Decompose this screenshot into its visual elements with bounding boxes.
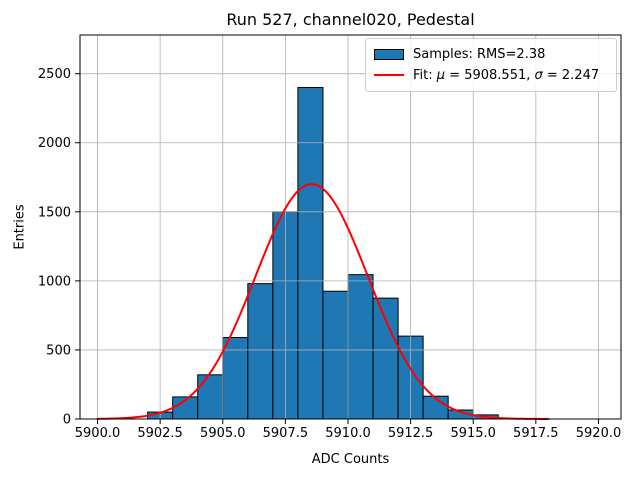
y-tick-label: 2000 <box>38 136 71 151</box>
chart-title: Run 527, channel020, Pedestal <box>226 10 475 29</box>
histogram-bar <box>197 374 224 420</box>
y-axis-label: Entries <box>12 204 28 250</box>
y-tick-label: 1000 <box>38 274 71 289</box>
histogram-bar <box>372 297 399 420</box>
y-tick-label: 0 <box>63 413 71 428</box>
x-tick-label: 5915.0 <box>450 426 496 441</box>
legend-item-fit: Fit: μ = 5908.551, σ = 2.247 <box>374 69 608 82</box>
x-tick-label: 5900.0 <box>75 426 121 441</box>
legend-label-fit: Fit: μ = 5908.551, σ = 2.247 <box>413 67 600 83</box>
fit-curve <box>96 183 550 420</box>
y-tick-label: 1500 <box>38 205 71 220</box>
x-tick-label: 5902.5 <box>137 426 183 441</box>
y-tick-label: 500 <box>46 343 71 358</box>
x-tick-label: 5912.5 <box>388 426 434 441</box>
histogram-bar <box>247 283 274 420</box>
fit-line-swatch-icon <box>374 74 404 77</box>
legend: Samples: RMS=2.38 Fit: μ = 5908.551, σ =… <box>365 38 617 92</box>
axes-frame <box>79 34 622 420</box>
legend-item-samples: Samples: RMS=2.38 <box>374 48 608 61</box>
histogram-bar <box>422 395 449 420</box>
x-axis-label: ADC Counts <box>311 452 390 467</box>
x-tick-label: 5910.0 <box>325 426 371 441</box>
histogram-bar <box>297 86 324 420</box>
samples-swatch-icon <box>374 49 404 61</box>
histogram-bar <box>322 290 349 420</box>
x-tick-label: 5920.0 <box>576 426 622 441</box>
x-tick-label: 5907.5 <box>263 426 309 441</box>
histogram-bar <box>347 274 374 420</box>
legend-label-samples: Samples: RMS=2.38 <box>413 47 546 63</box>
x-tick-label: 5917.5 <box>513 426 559 441</box>
y-tick-label: 2500 <box>38 67 71 82</box>
x-tick-label: 5905.0 <box>200 426 246 441</box>
